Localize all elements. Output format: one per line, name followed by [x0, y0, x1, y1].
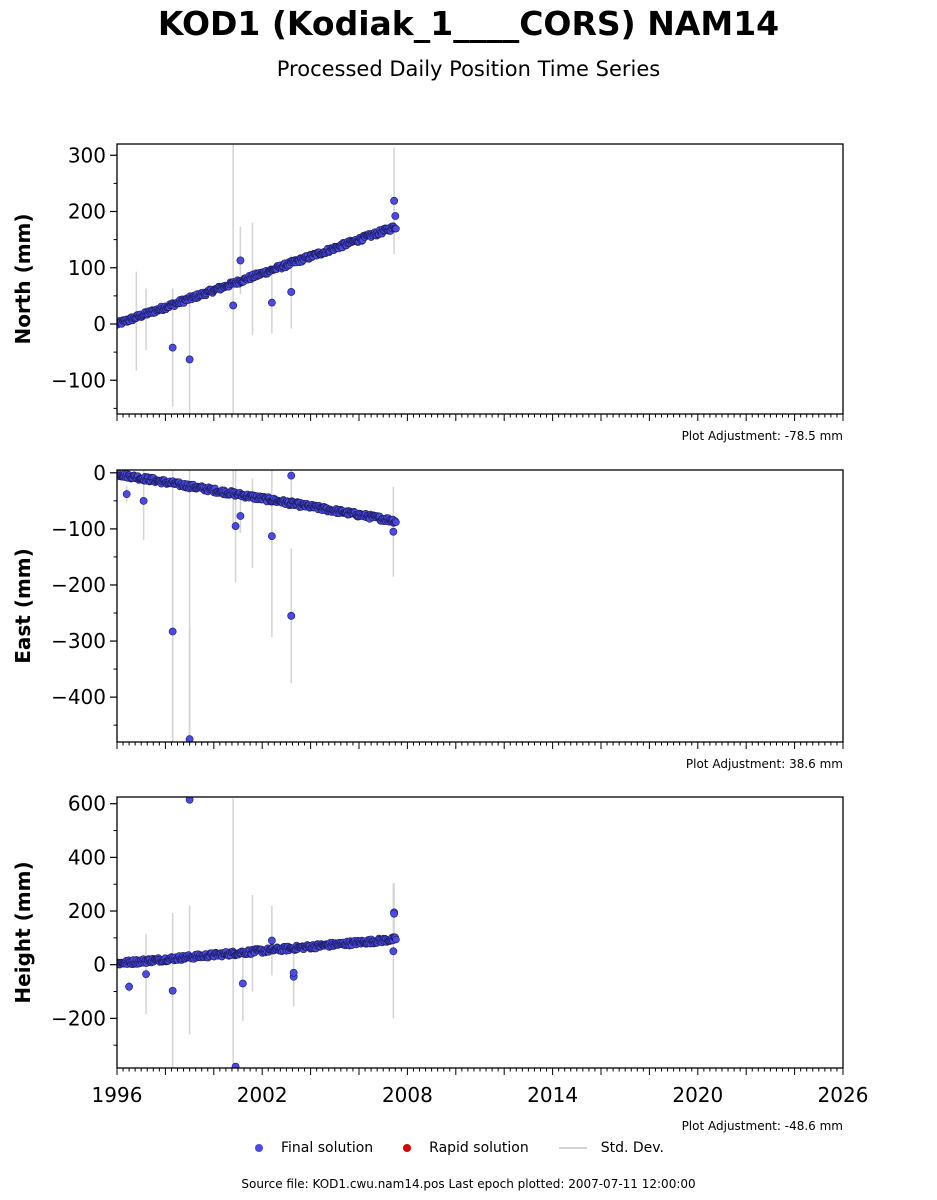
y-tick-label: 600	[68, 792, 106, 816]
y-tick-label: −400	[51, 685, 106, 709]
legend-rapid-label: Rapid solution	[429, 1140, 529, 1156]
y-tick-label: −200	[51, 1006, 106, 1030]
final-solution-point	[125, 982, 134, 991]
panel-2: −400 −300 −200 −100 0 East (mm) Plot Adjustmen…	[11, 461, 844, 771]
legend: Final solution Rapid solution Std. Dev.	[255, 1138, 694, 1158]
axes-frame	[116, 143, 844, 415]
panel-1: −100 0 100 200 300 North (mm) Plot Adjustment:…	[11, 143, 844, 443]
y-tick-label: 0	[93, 953, 106, 977]
final-solution-point	[185, 355, 194, 364]
chart-title: KOD1 (Kodiak_1____CORS) NAM14	[157, 4, 780, 43]
plot-area	[117, 144, 400, 414]
final-solution-point	[289, 968, 298, 977]
final-solution-point	[229, 301, 238, 310]
final-solution-point	[168, 343, 177, 352]
final-solution-point	[267, 532, 276, 541]
y-axis-label: Height (mm)	[11, 861, 35, 1003]
y-axis-label: North (mm)	[11, 213, 35, 344]
axes-frame	[116, 469, 844, 743]
y-tick-label: 100	[68, 256, 106, 280]
final-solution-point	[142, 970, 150, 978]
std-dev-line-icon	[558, 1147, 587, 1149]
final-solution-point	[231, 1062, 240, 1068]
y-tick-label: 400	[68, 845, 106, 869]
final-solution-marker-icon	[255, 1144, 263, 1152]
final-solution-point	[287, 611, 296, 620]
final-solution-point	[389, 527, 398, 536]
x-tick-label: 2026	[818, 1083, 869, 1107]
final-solution-point	[185, 735, 194, 742]
y-tick-label: −100	[51, 368, 106, 392]
final-solution-point	[287, 288, 296, 296]
final-solution-point	[238, 979, 247, 988]
x-tick-label: 1996	[92, 1083, 143, 1107]
final-solution-point	[236, 256, 245, 265]
final-solution-point	[139, 496, 148, 505]
source-file-note: Source file: KOD1.cwu.nam14.pos Last epo…	[241, 1177, 696, 1191]
final-solution-point	[185, 797, 194, 804]
y-tick-label: −100	[51, 517, 106, 541]
legend-std-dev: Std. Dev.	[558, 1140, 664, 1156]
plot-adjustment-note: Plot Adjustment: -48.6 mm	[682, 1119, 843, 1133]
axes-frame	[116, 796, 844, 1069]
x-tick-label: 2014	[527, 1083, 578, 1107]
final-solution-point	[392, 935, 400, 944]
final-solution-point	[267, 936, 276, 945]
y-tick-label: 0	[93, 312, 106, 336]
chart-subtitle: Processed Daily Position Time Series	[276, 57, 661, 81]
x-tick-label: 2020	[672, 1083, 723, 1107]
plot-area	[117, 470, 400, 742]
y-axis-label: East (mm)	[11, 548, 35, 664]
legend-std-label: Std. Dev.	[600, 1140, 664, 1156]
final-solution-point	[390, 196, 398, 205]
plot-adjustment-note: Plot Adjustment: -78.5 mm	[682, 429, 843, 443]
final-solution-point	[390, 909, 398, 918]
final-solution-point	[236, 512, 245, 520]
final-solution-point	[168, 627, 177, 636]
plot-area	[117, 797, 400, 1068]
panel-3: −200 0 200 400 600 Height (mm) Plot Adjustment…	[11, 792, 868, 1133]
final-solution-point	[391, 212, 400, 220]
legend-final-label: Final solution	[281, 1140, 374, 1156]
y-tick-label: 0	[93, 461, 106, 485]
plot-adjustment-note: Plot Adjustment: 38.6 mm	[686, 757, 843, 771]
x-tick-label: 2008	[382, 1083, 433, 1107]
rapid-solution-marker-icon	[403, 1144, 412, 1152]
final-solution-point	[168, 986, 177, 995]
y-tick-label: 300	[68, 143, 106, 167]
legend-rapid-solution: Rapid solution	[403, 1140, 529, 1156]
y-tick-label: −200	[51, 573, 106, 597]
x-tick-label: 2002	[237, 1083, 288, 1107]
final-solution-point	[231, 522, 240, 530]
final-solution-point	[392, 518, 400, 526]
y-tick-label: 200	[68, 200, 106, 224]
final-solution-point	[122, 490, 131, 499]
final-solution-point	[389, 947, 398, 956]
y-tick-label: 200	[68, 899, 106, 923]
y-tick-label: −300	[51, 629, 106, 653]
final-solution-point	[267, 298, 276, 307]
legend-final-solution: Final solution	[255, 1140, 373, 1156]
final-solution-point	[392, 225, 400, 233]
final-solution-point	[287, 471, 296, 480]
